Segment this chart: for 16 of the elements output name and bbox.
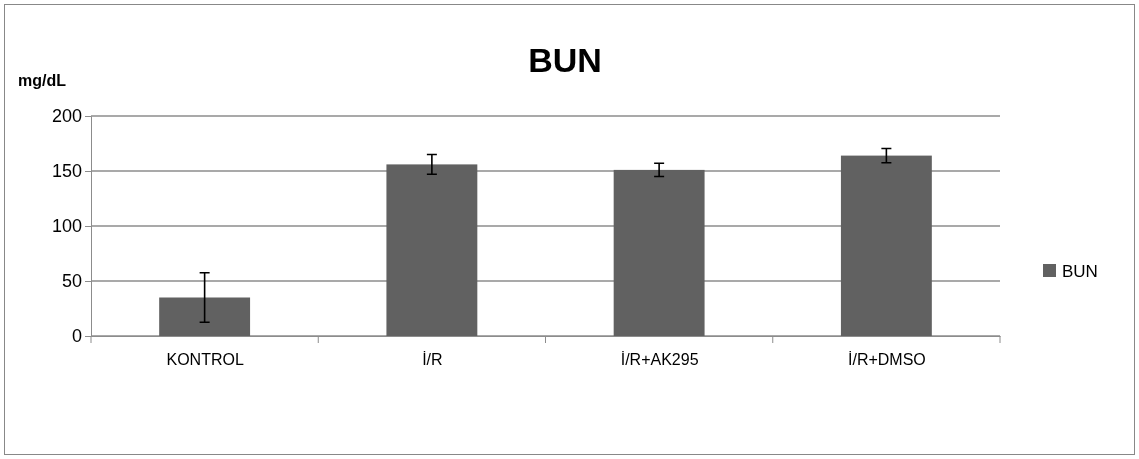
- x-tick-label: İ/R: [422, 349, 443, 368]
- y-tick-label: 150: [51, 161, 82, 182]
- y-tick-label: 0: [71, 326, 82, 347]
- y-tick-label: 50: [61, 271, 82, 292]
- x-tick-label: KONTROL: [166, 350, 244, 368]
- bar: [386, 164, 478, 336]
- x-tick-label: İ/R+AK295: [620, 349, 699, 368]
- y-tick-label: 100: [51, 216, 82, 237]
- x-tick-label: İ/R+DMSO: [847, 349, 926, 368]
- bar: [840, 155, 932, 336]
- y-tick-label: 200: [51, 106, 82, 127]
- bar: [159, 297, 251, 336]
- legend-label: BUN: [1062, 262, 1098, 281]
- chart-title: BUN: [528, 41, 602, 79]
- bar: [613, 169, 705, 336]
- y-axis-title: mg/dL: [18, 72, 67, 89]
